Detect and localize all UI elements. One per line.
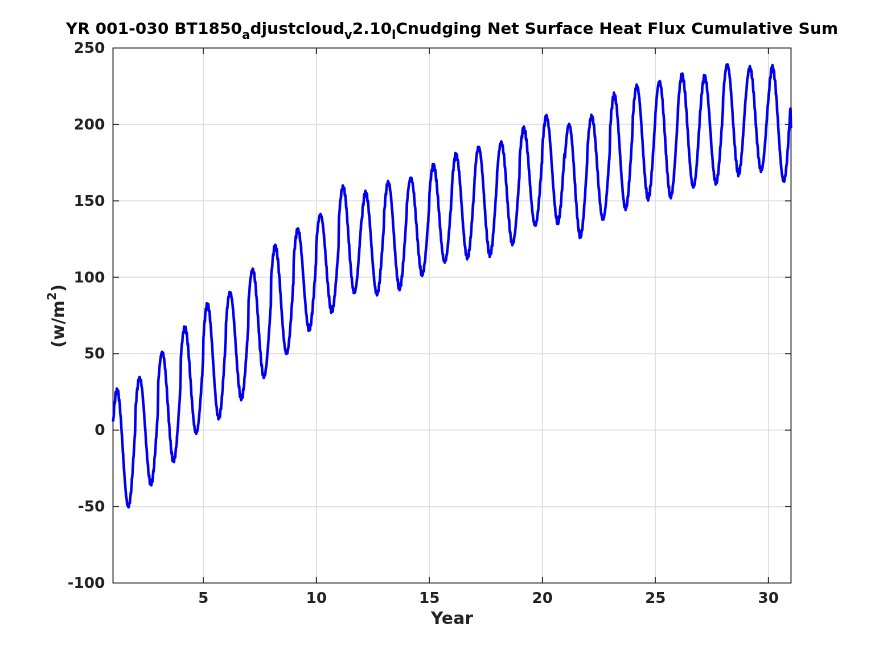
y-tick-label: 150 [74,192,105,210]
x-axis-label: Year [430,609,474,629]
x-tick-label: 15 [419,589,440,607]
x-tick-label: 5 [198,589,208,607]
series-line [111,63,793,509]
plot-area [112,47,792,584]
y-tick-label: 200 [74,115,105,133]
y-tick-label: -100 [67,574,105,592]
y-axis-label: (w/m2) [45,284,69,348]
y-tick-label: 50 [84,345,105,363]
tick-marks [113,47,791,584]
x-tick-label: 10 [306,589,327,607]
y-tick-label: 0 [95,421,105,439]
x-tick-label: 25 [645,589,666,607]
x-tick-labels: 5 10 15 20 25 30 [198,589,779,607]
x-tick-label: 20 [532,589,553,607]
y-tick-label: 250 [74,39,105,57]
grid-lines [113,47,791,584]
y-tick-labels: -100 -50 0 50 100 150 200 250 [67,39,105,592]
chart-title: YR 001-030 BT1850adjustcloudv2.10lCnudgi… [65,19,838,42]
y-tick-label: 100 [74,268,105,286]
x-tick-label: 30 [758,589,779,607]
y-tick-label: -50 [78,498,105,516]
